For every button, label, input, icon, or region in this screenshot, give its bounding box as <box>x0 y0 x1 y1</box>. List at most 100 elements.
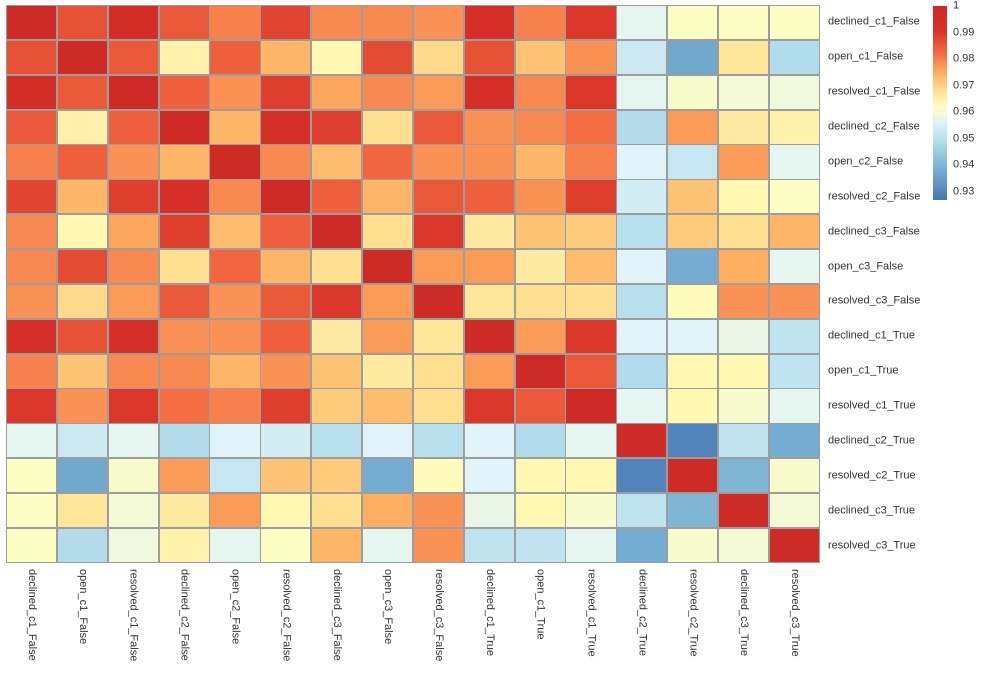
row-label: declined_c2_True <box>828 434 916 447</box>
heatmap-cell <box>261 459 311 493</box>
row-label: declined_c2_False <box>828 120 920 133</box>
heatmap-cell <box>312 494 362 528</box>
heatmap-cell <box>7 40 57 74</box>
heatmap-cell <box>515 75 565 109</box>
heatmap-cell <box>769 284 819 318</box>
colorbar-tick-label: 0.98 <box>953 52 975 65</box>
heatmap-cell <box>719 389 769 423</box>
heatmap-cell <box>566 284 616 318</box>
heatmap-cell <box>7 494 57 528</box>
heatmap-cell <box>57 284 107 318</box>
heatmap-cell <box>159 459 209 493</box>
heatmap-cell <box>668 494 718 528</box>
heatmap-cell <box>464 354 514 388</box>
heatmap-cell <box>363 40 413 74</box>
heatmap-cell <box>108 180 158 214</box>
heatmap-cell <box>312 528 362 562</box>
heatmap-cell <box>57 424 107 458</box>
heatmap-cell <box>210 250 260 284</box>
heatmap-cell <box>312 180 362 214</box>
heatmap-cell <box>210 75 260 109</box>
row-label: declined_c3_False <box>828 225 920 238</box>
heatmap-cell <box>210 215 260 249</box>
heatmap-cell <box>617 494 667 528</box>
heatmap-cell <box>515 528 565 562</box>
heatmap-cell <box>566 459 616 493</box>
heatmap-cell <box>108 319 158 353</box>
heatmap-cell <box>108 424 158 458</box>
row-label: resolved_c3_True <box>828 539 916 552</box>
heatmap-cell <box>312 215 362 249</box>
heatmap-cell <box>719 110 769 144</box>
heatmap-cell <box>566 389 616 423</box>
heatmap-cell <box>7 319 57 353</box>
heatmap-cell <box>464 459 514 493</box>
heatmap-cell <box>617 180 667 214</box>
heatmap-cell <box>7 215 57 249</box>
heatmap-cell <box>566 424 616 458</box>
heatmap-cell <box>159 215 209 249</box>
heatmap-cell <box>261 494 311 528</box>
heatmap-cell <box>7 110 57 144</box>
heatmap-cell <box>261 110 311 144</box>
heatmap-cell <box>413 250 463 284</box>
heatmap-cell <box>363 6 413 40</box>
col-label: resolved_c3_False <box>432 569 445 662</box>
heatmap-cell <box>617 319 667 353</box>
heatmap-cell <box>566 180 616 214</box>
heatmap-cell <box>617 215 667 249</box>
heatmap-cell <box>108 40 158 74</box>
heatmap-cell <box>108 389 158 423</box>
heatmap-cell <box>312 319 362 353</box>
heatmap-cell <box>210 319 260 353</box>
col-label: declined_c2_False <box>178 569 191 661</box>
colorbar-tick-label: 0.99 <box>953 26 975 39</box>
heatmap-cell <box>413 6 463 40</box>
heatmap-cell <box>668 145 718 179</box>
heatmap-cell <box>7 354 57 388</box>
heatmap-cell <box>464 494 514 528</box>
heatmap-cell <box>7 424 57 458</box>
heatmap-cell <box>719 145 769 179</box>
col-label: resolved_c1_False <box>127 569 140 662</box>
heatmap-cell <box>769 494 819 528</box>
heatmap-cell <box>57 389 107 423</box>
heatmap-cell <box>159 40 209 74</box>
heatmap-cell <box>261 250 311 284</box>
heatmap-cell <box>566 528 616 562</box>
heatmap-cell <box>515 40 565 74</box>
heatmap-cell <box>464 40 514 74</box>
heatmap-cell <box>719 528 769 562</box>
heatmap-cell <box>210 424 260 458</box>
heatmap-cell <box>769 180 819 214</box>
row-label: declined_c3_True <box>828 504 916 517</box>
heatmap-cell <box>566 75 616 109</box>
colorbar <box>933 6 947 200</box>
heatmap-cell <box>159 250 209 284</box>
heatmap-cell <box>57 319 107 353</box>
heatmap-cell <box>210 145 260 179</box>
heatmap-cell <box>668 319 718 353</box>
heatmap-cell <box>261 424 311 458</box>
heatmap-cell <box>57 354 107 388</box>
row-label: resolved_c3_False <box>828 294 921 307</box>
heatmap-cell <box>566 6 616 40</box>
heatmap-cell <box>719 250 769 284</box>
heatmap-cell <box>312 75 362 109</box>
heatmap-cell <box>515 389 565 423</box>
heatmap-cell <box>108 215 158 249</box>
heatmap-cell <box>7 75 57 109</box>
heatmap-cell <box>566 354 616 388</box>
col-label: resolved_c2_True <box>687 569 700 657</box>
heatmap-cell <box>769 424 819 458</box>
heatmap-cell <box>413 528 463 562</box>
heatmap-cell <box>7 528 57 562</box>
heatmap-cell <box>515 250 565 284</box>
heatmap-cell <box>515 110 565 144</box>
heatmap-cell <box>57 494 107 528</box>
heatmap-cell <box>363 250 413 284</box>
heatmap-cell <box>363 424 413 458</box>
heatmap-cell <box>464 319 514 353</box>
heatmap-cell <box>57 6 107 40</box>
heatmap-cell <box>57 180 107 214</box>
